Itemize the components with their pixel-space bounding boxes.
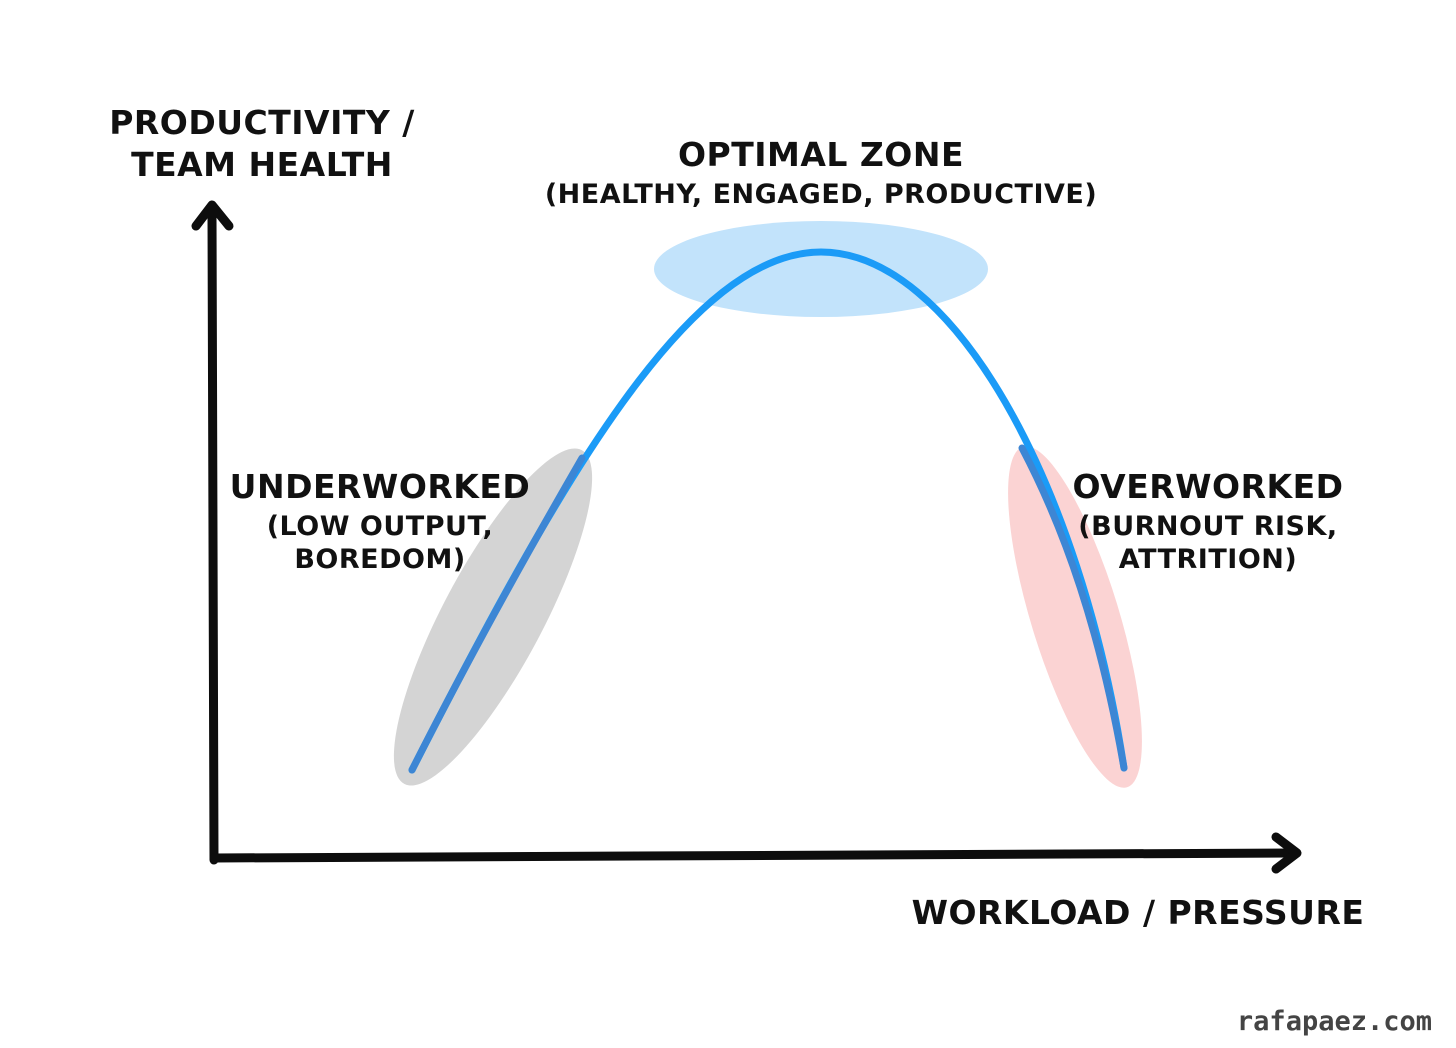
curve-segment-overworked: [1018, 444, 1128, 772]
underworked-line-2: BOREDOM): [294, 544, 465, 575]
overworked-line-1: (BURNOUT RISK,: [1078, 511, 1337, 542]
underworked-line-1: (LOW OUTPUT,: [267, 511, 494, 542]
underworked-title: UNDERWORKED: [230, 467, 531, 506]
y-axis: [207, 209, 219, 865]
optimal-zone-highlight: [654, 221, 988, 317]
watermark-text: rafapaez.com: [1237, 1006, 1432, 1037]
y-axis-arrowhead: [191, 200, 234, 231]
y-axis-label-line-1: PRODUCTIVITY /: [109, 103, 415, 142]
overworked-line-2: ATTRITION): [1119, 544, 1297, 575]
x-axis-label: WORKLOAD / PRESSURE: [912, 893, 1365, 932]
x-axis-arrowhead: [1271, 832, 1302, 874]
overworked-title: OVERWORKED: [1072, 467, 1343, 506]
optimal-zone-subtitle: (HEALTHY, ENGAGED, PRODUCTIVE): [545, 179, 1097, 210]
y-axis-label-line-2: TEAM HEALTH: [131, 145, 393, 184]
x-axis: [209, 848, 1297, 863]
curve-segment-underworked: [408, 454, 586, 774]
optimal-zone-title: OPTIMAL ZONE: [678, 135, 964, 174]
